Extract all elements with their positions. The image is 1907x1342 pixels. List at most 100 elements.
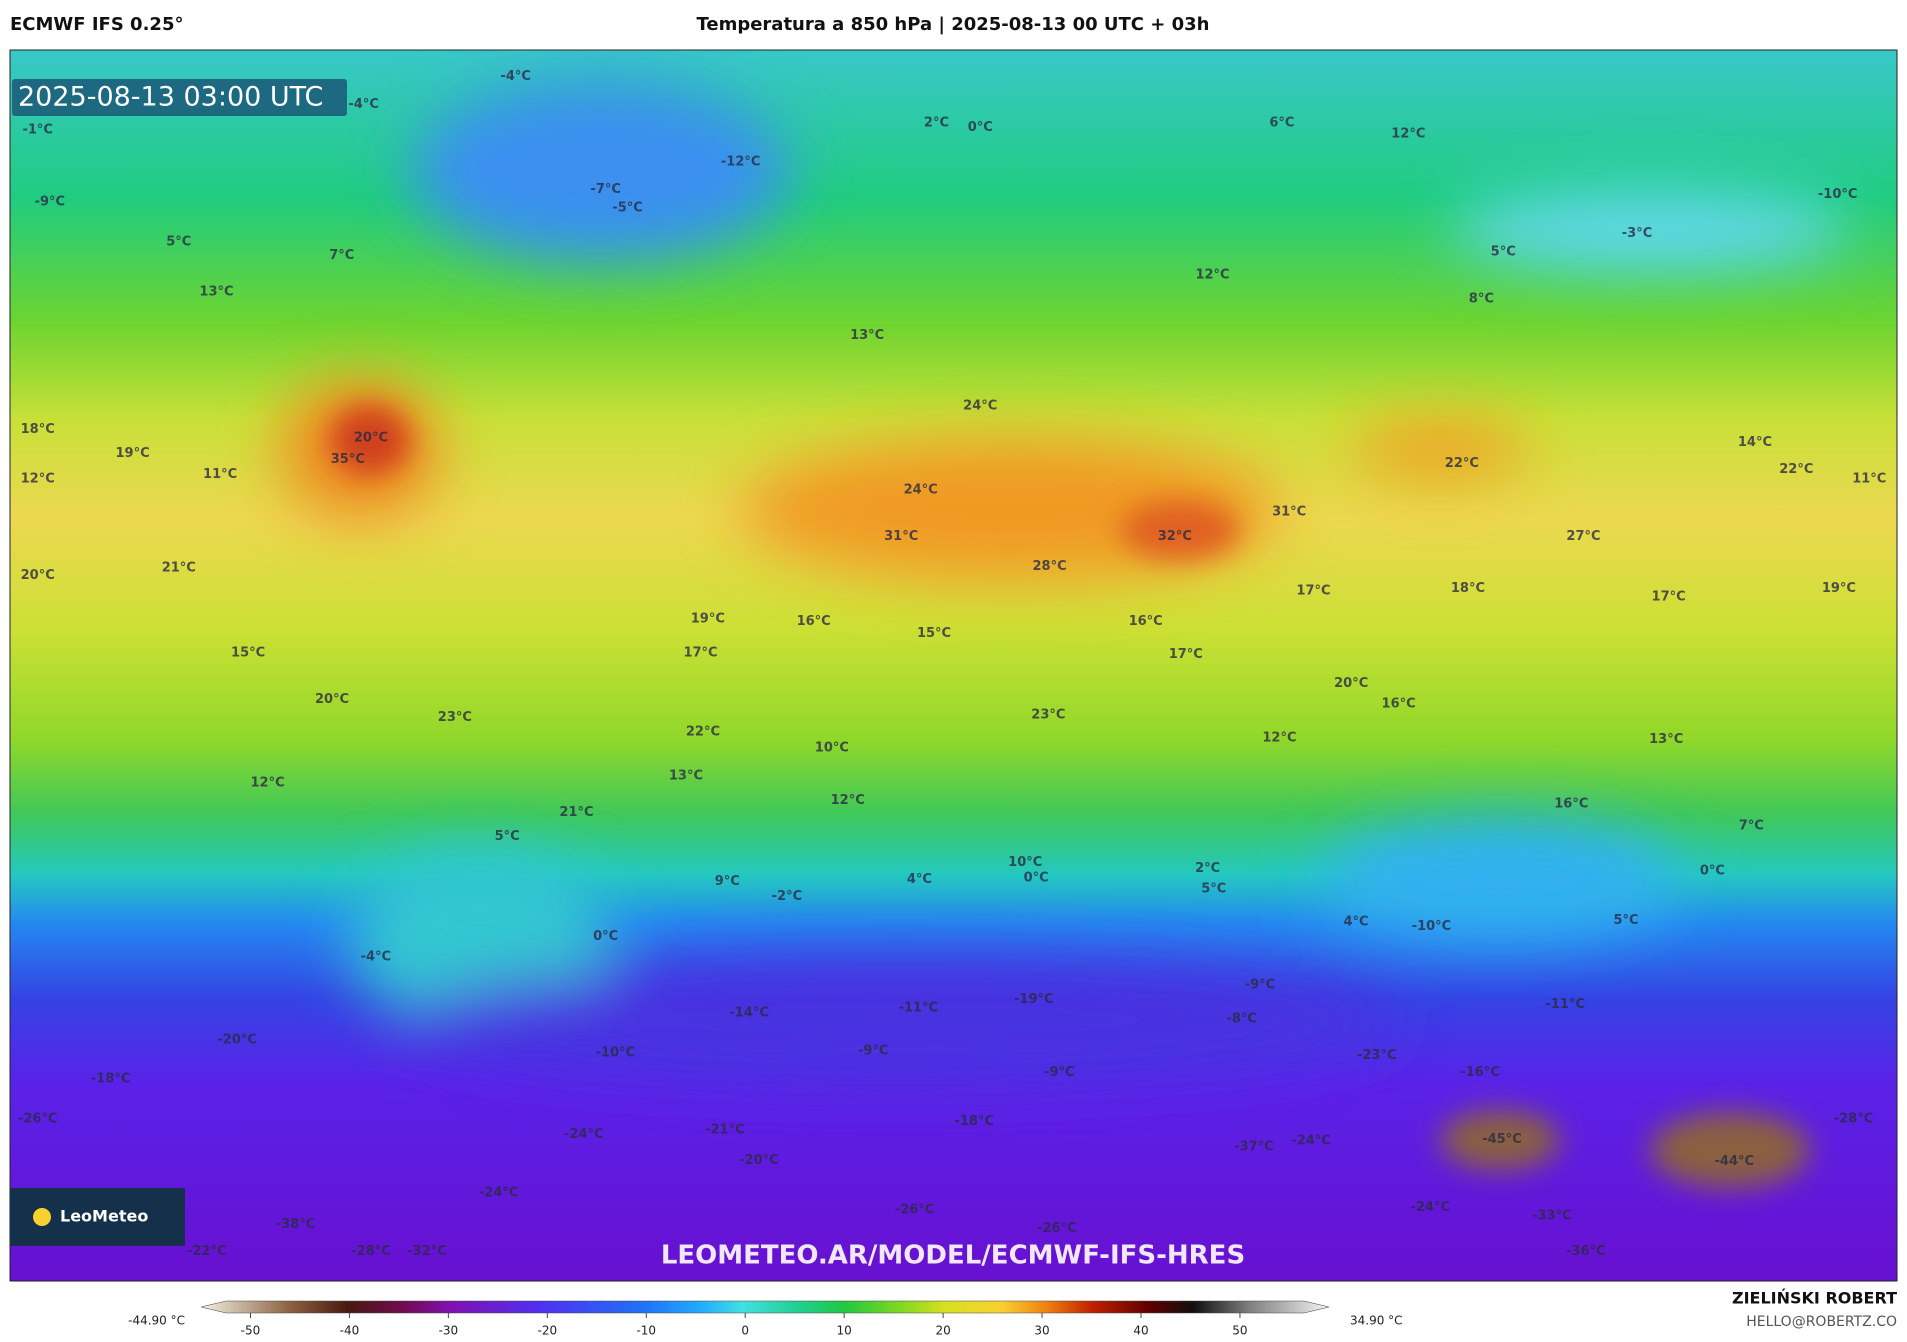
temperature-label: 28°C [1033,559,1067,574]
temperature-label: 21°C [559,805,593,820]
colorbar-max: 34.90 °C [1350,1314,1403,1328]
temperature-label: 23°C [438,710,472,725]
temperature-label: -16°C [1460,1065,1500,1080]
temperature-label: 8°C [1469,292,1494,307]
temperature-label: 19°C [691,612,725,627]
timestamp-box [12,79,347,116]
temperature-label: 15°C [917,626,951,641]
temperature-label: 17°C [1652,590,1686,605]
logo-sun [33,1208,51,1226]
temperature-label: 20°C [1334,676,1368,691]
temperature-label: 12°C [21,472,55,487]
temperature-label: -9°C [1044,1065,1074,1080]
temperature-label: 35°C [331,452,365,467]
temperature-label: 6°C [1269,115,1294,130]
temperature-label: 5°C [166,235,191,250]
temperature-label: 10°C [815,740,849,755]
temperature-label: 11°C [203,467,237,482]
temperature-label: -20°C [217,1032,257,1047]
temperature-label: 13°C [1649,732,1683,747]
temperature-label: -18°C [91,1071,131,1086]
temperature-label: 2°C [924,115,949,130]
temperature-label: 5°C [1491,244,1516,259]
colorbar [200,1300,1330,1314]
temperature-label: 13°C [669,768,703,783]
colorbar-tick-label: 20 [935,1324,950,1338]
author: ZIELIŃSKI ROBERT [1732,1289,1897,1308]
temperature-label: 4°C [907,872,932,887]
colorbar-tick-label: 30 [1034,1324,1049,1338]
temperature-label: -24°C [1291,1133,1331,1148]
temperature-label: -24°C [479,1186,519,1201]
temperature-label: 14°C [1738,435,1772,450]
temperature-label: 32°C [1158,529,1192,544]
temperature-label: -10°C [1412,919,1452,934]
temperature-label: -37°C [1234,1139,1274,1154]
map-frame [9,49,1898,1282]
temperature-label: -33°C [1532,1209,1572,1224]
temperature-label: -1°C [22,123,52,138]
temperature-label: 12°C [250,776,284,791]
temperature-label: -4°C [500,69,530,84]
timestamp: 2025-08-13 03:00 UTC [18,82,323,113]
temperature-label: -9°C [1245,978,1275,993]
temperature-label: -2°C [772,889,802,904]
temperature-label: -4°C [361,950,391,965]
temperature-label: 16°C [1129,614,1163,629]
temperature-field [10,50,1897,1281]
temperature-label: 16°C [1382,697,1416,712]
temperature-label: 7°C [329,248,354,263]
colorbar-tick-label: -10 [636,1324,656,1338]
temperature-label: 22°C [1445,456,1479,471]
temperature-label: -5°C [612,200,642,215]
email: HELLO@ROBERTZ.CO [1746,1314,1897,1330]
temperature-label: -11°C [1545,997,1585,1012]
temperature-label: 18°C [1451,581,1485,596]
temperature-label: 5°C [495,829,520,844]
map-title: Temperatura a 850 hPa | 2025-08-13 00 UT… [696,14,1209,35]
temperature-label: 18°C [21,422,55,437]
temperature-label: 17°C [1169,647,1203,662]
temperature-label: -19°C [1014,992,1054,1007]
temperature-label: 12°C [831,793,865,808]
temperature-label: 10°C [1008,855,1042,870]
temperature-label: -8°C [1226,1012,1256,1027]
colorbar-tick-label: -30 [439,1324,459,1338]
temperature-label: -28°C [1834,1111,1874,1126]
watermark: LEOMETEO.AR/MODEL/ECMWF-IFS-HRES [661,1241,1245,1271]
temperature-label: 20°C [315,692,349,707]
colorbar-tick-label: -40 [340,1324,360,1338]
temperature-label: 20°C [21,568,55,583]
temperature-label: 0°C [1700,863,1725,878]
temperature-label: -12°C [721,154,761,169]
temperature-label: -44°C [1715,1154,1755,1169]
temperature-label: 5°C [1614,913,1639,928]
temperature-label: -21°C [705,1122,745,1137]
temperature-label: 20°C [354,430,388,445]
temperature-label: -11°C [898,1001,938,1016]
temperature-label: -26°C [895,1203,935,1218]
temperature-label: -20°C [739,1153,779,1168]
temperature-label: -10°C [1818,187,1858,202]
temperature-label: 9°C [715,874,740,889]
temperature-label: 16°C [1554,796,1588,811]
temperature-label: -24°C [564,1127,604,1142]
colorbar-tick-label: 40 [1133,1324,1148,1338]
temperature-label: -10°C [596,1046,636,1061]
colorbar-tick-label: -50 [241,1324,261,1338]
temperature-label: -22°C [187,1244,227,1259]
temperature-label: 5°C [1201,882,1226,897]
temperature-label: 24°C [904,483,938,498]
temperature-label: 7°C [1739,818,1764,833]
temperature-label: -3°C [1622,226,1652,241]
temperature-label: -36°C [1566,1244,1606,1259]
temperature-label: -38°C [276,1217,316,1232]
temperature-label: 19°C [115,446,149,461]
temperature-label: -26°C [18,1111,58,1126]
temperature-label: 16°C [797,614,831,629]
temperature-label: -32°C [407,1244,447,1259]
temperature-label: 13°C [850,328,884,343]
temperature-label: 22°C [686,725,720,740]
temperature-label: 0°C [593,929,618,944]
